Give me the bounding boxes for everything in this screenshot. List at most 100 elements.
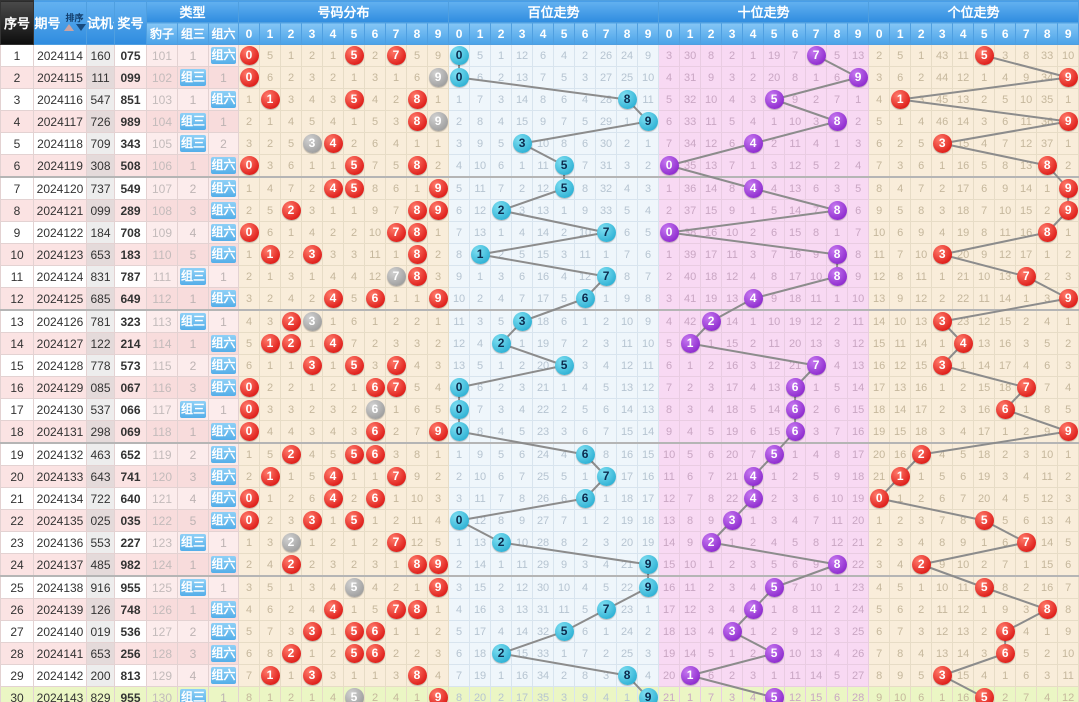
digit-cell: 4 xyxy=(511,221,534,244)
digit-cell: 7 xyxy=(385,354,408,377)
digit-cell: 4 xyxy=(910,642,933,665)
digit-cell: 23 xyxy=(532,420,555,444)
type-badge: 组六 xyxy=(211,335,237,352)
subheader-digit: 6 xyxy=(574,22,597,45)
subheader-digit: 1 xyxy=(469,22,492,45)
digit-cell: 7 xyxy=(385,199,408,222)
digit-cell: 4 xyxy=(1057,376,1079,399)
digit-cell: 6 xyxy=(301,487,324,510)
type-badge: 组六 xyxy=(211,202,237,219)
digit-cell: 0 xyxy=(238,376,261,399)
digit-cell: 3 xyxy=(385,332,408,355)
digit-cell: 9 xyxy=(994,598,1017,621)
subheader-digit: 0 xyxy=(868,22,891,45)
digit-cell: 6 xyxy=(364,287,387,311)
digit-cell: 2 xyxy=(595,642,618,665)
period-cell: 2024120 xyxy=(33,176,87,200)
hit-circle: 5 xyxy=(554,179,574,198)
digit-cell: 17 xyxy=(868,376,891,399)
digit-cell: 5 xyxy=(973,509,996,532)
digit-cell: 15 xyxy=(511,110,534,133)
zu3-cell: 组三 xyxy=(177,110,209,133)
digit-cell: 15 xyxy=(469,575,492,599)
digit-cell: 1 xyxy=(490,553,513,577)
digit-cell: 8 xyxy=(511,487,534,510)
hit-circle: 3 xyxy=(512,312,532,331)
digit-cell: 14 xyxy=(763,398,786,421)
digit-cell: 1 xyxy=(322,44,345,67)
digit-cell: 7 xyxy=(406,420,429,444)
seq-cell: 16 xyxy=(0,376,34,399)
digit-cell: 4 xyxy=(322,332,345,355)
digit-cell: 3 xyxy=(427,265,450,288)
digit-cell: 3 xyxy=(910,509,933,532)
period-cell: 2024116 xyxy=(33,88,87,111)
digit-cell: 9 xyxy=(1057,287,1079,311)
digit-cell: 13 xyxy=(847,44,870,67)
digit-cell: 10 xyxy=(994,199,1017,222)
digit-cell: 2 xyxy=(490,66,513,89)
seq-cell: 17 xyxy=(0,398,34,421)
digit-cell: 42 xyxy=(679,309,702,333)
hit-circle: 2 xyxy=(281,644,301,663)
type-badge: 组六 xyxy=(211,246,237,263)
digit-cell: 4 xyxy=(742,287,765,311)
digit-cell: 1 xyxy=(490,354,513,377)
sort-asc-icon[interactable] xyxy=(63,24,74,31)
digit-cell: 1 xyxy=(931,154,954,178)
digit-cell: 22 xyxy=(532,398,555,421)
digit-cell: 2 xyxy=(280,66,303,89)
digit-cell: 8 xyxy=(826,110,849,133)
digit-cell: 1 xyxy=(322,509,345,532)
zu6-cell: 2 xyxy=(207,132,240,155)
digit-cell: 1 xyxy=(1057,442,1079,466)
digit-cell: 1 xyxy=(763,110,786,133)
test-number-cell: 778 xyxy=(86,354,115,377)
win-number-cell: 652 xyxy=(114,442,147,466)
digit-cell: 9 xyxy=(1057,66,1079,89)
digit-cell: 21 xyxy=(532,376,555,399)
digit-cell: 6 xyxy=(658,110,681,133)
win-number-cell: 323 xyxy=(114,309,147,333)
digit-cell: 8 xyxy=(1057,598,1079,621)
hit-circle: 9 xyxy=(428,688,448,702)
test-number-cell: 025 xyxy=(86,509,115,532)
win-number-cell: 851 xyxy=(114,88,147,111)
digit-cell: 4 xyxy=(721,88,744,111)
digit-cell: 13 xyxy=(469,221,492,244)
digit-cell: 3 xyxy=(448,132,471,155)
digit-cell: 2 xyxy=(1057,243,1079,266)
digit-cell: 38 xyxy=(679,221,702,244)
baozi-miss-cell: 108 xyxy=(146,199,178,222)
digit-cell: 6 xyxy=(532,44,555,67)
digit-cell: 2 xyxy=(490,199,513,222)
digit-cell: 8 xyxy=(826,442,849,466)
digit-cell: 16 xyxy=(784,243,807,266)
digit-cell: 11 xyxy=(448,309,471,333)
digit-cell: 4 xyxy=(280,287,303,311)
sort-control[interactable]: 排序 xyxy=(63,14,86,31)
digit-cell: 1 xyxy=(238,442,261,466)
digit-cell: 1 xyxy=(784,442,807,466)
zu3-cell: 1 xyxy=(177,598,209,621)
hit-circle: 6 xyxy=(785,400,805,419)
table-row: 20 2024133 643 741 120 3 组六 2 1 1 5 4 1 1 7 9 2 2 10 6 7 25 5 1… xyxy=(0,465,1079,488)
digit-cell: 2 xyxy=(301,176,324,200)
digit-cell: 6 xyxy=(511,265,534,288)
digit-cell: 17 xyxy=(973,420,996,444)
digit-cell: 30 xyxy=(532,575,555,599)
digit-cell: 43 xyxy=(931,44,954,67)
digit-cell: 2 xyxy=(763,620,786,643)
digit-cell: 18 xyxy=(658,620,681,643)
sort-desc-icon[interactable] xyxy=(75,24,86,31)
test-number-cell: 537 xyxy=(86,398,115,421)
digit-cell: 8 xyxy=(406,553,429,577)
hit-circle: 6 xyxy=(365,622,385,641)
digit-cell: 2 xyxy=(259,509,282,532)
seq-cell: 8 xyxy=(0,199,34,222)
digit-cell: 2 xyxy=(952,376,975,399)
digit-cell: 1 xyxy=(490,664,513,687)
hit-circle: 5 xyxy=(344,445,364,464)
digit-cell: 1 xyxy=(511,332,534,355)
